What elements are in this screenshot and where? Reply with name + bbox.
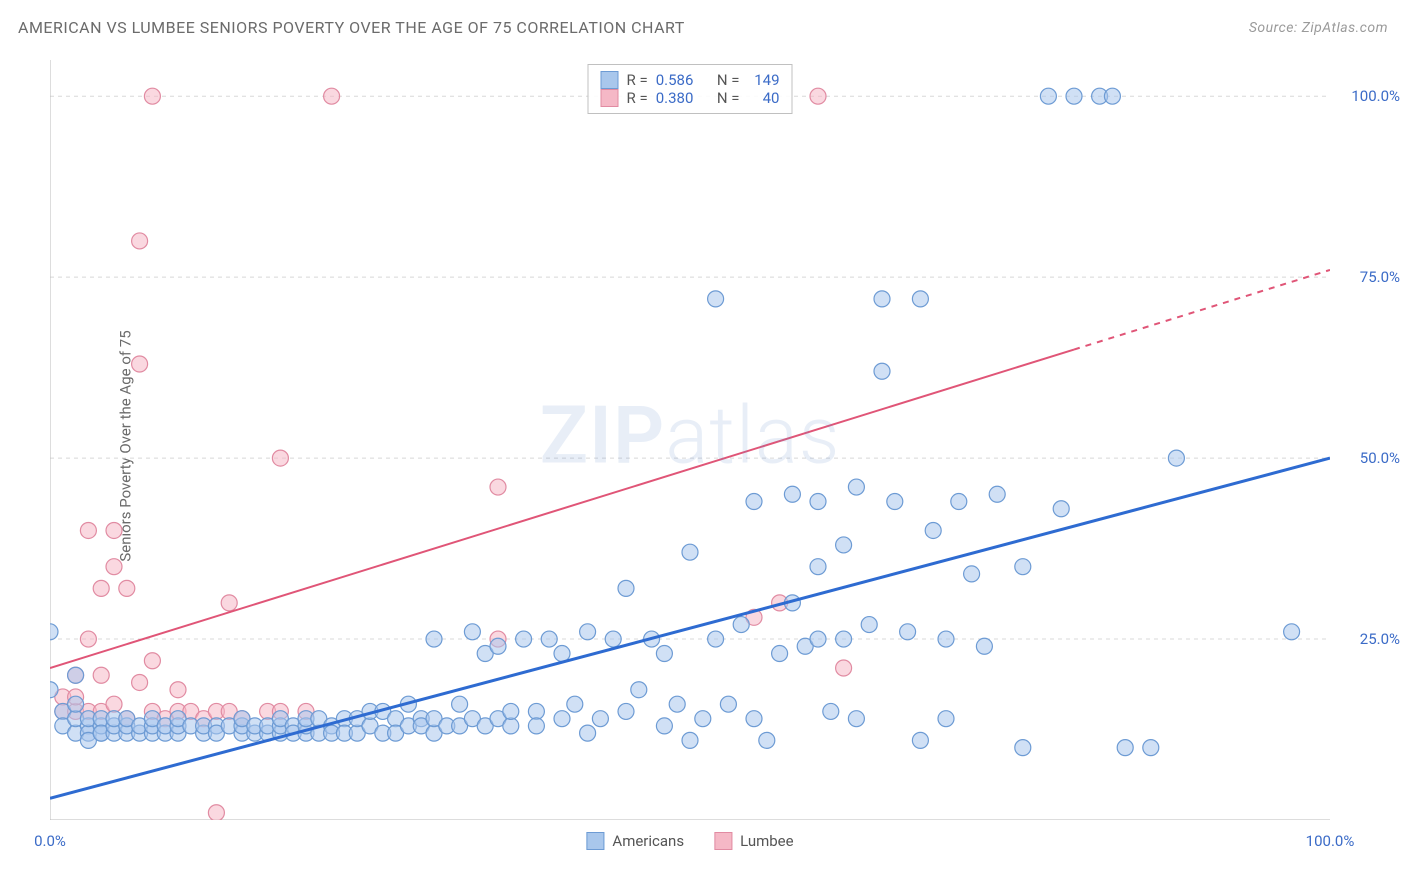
stats-swatch	[601, 89, 619, 107]
scatter-svg	[50, 60, 1330, 820]
stats-row: R =0.586 N =149	[601, 71, 780, 89]
y-tick-label: 75.0%	[1360, 268, 1400, 286]
legend-bottom: Americans Lumbee	[586, 832, 793, 850]
plot-area: ZIPatlas R =0.586 N =149R =0.380 N =40 A…	[50, 60, 1330, 820]
stats-r-value: 0.380	[656, 89, 694, 107]
y-tick-label: 25.0%	[1360, 630, 1400, 648]
legend-item: Lumbee	[714, 832, 794, 850]
legend-item: Americans	[586, 832, 684, 850]
y-tick-label: 100.0%	[1351, 87, 1400, 105]
stats-box: R =0.586 N =149R =0.380 N =40	[588, 64, 793, 114]
stats-row: R =0.380 N =40	[601, 89, 780, 107]
x-tick-label: 100.0%	[1306, 832, 1355, 850]
chart-title: AMERICAN VS LUMBEE SENIORS POVERTY OVER …	[18, 18, 685, 37]
stats-n-value: 149	[748, 71, 780, 89]
legend-swatch	[586, 832, 604, 850]
legend-label: Americans	[612, 832, 684, 850]
x-tick-label: 0.0%	[34, 832, 66, 850]
legend-label: Lumbee	[740, 832, 794, 850]
stats-n-value: 40	[748, 89, 780, 107]
y-tick-label: 50.0%	[1360, 449, 1400, 467]
legend-swatch	[714, 832, 732, 850]
source-label: Source: ZipAtlas.com	[1249, 20, 1388, 36]
stats-swatch	[601, 71, 619, 89]
title-bar: AMERICAN VS LUMBEE SENIORS POVERTY OVER …	[18, 18, 1388, 37]
stats-r-value: 0.586	[656, 71, 694, 89]
